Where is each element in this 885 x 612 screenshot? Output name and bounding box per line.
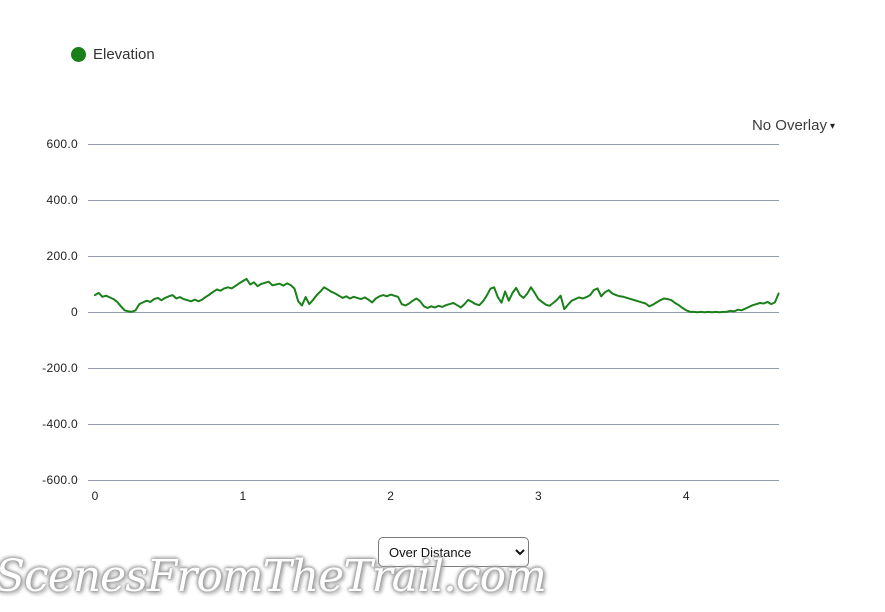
x-axis-tick-label: 4 <box>682 489 690 503</box>
legend-dot-icon <box>71 47 86 62</box>
legend-label: Elevation <box>93 46 155 63</box>
overlay-dropdown[interactable]: No Overlay ▾ <box>752 117 835 134</box>
chart-mode-select[interactable]: Over Distance <box>378 537 529 567</box>
y-axis-tick-label: 0 <box>71 304 78 319</box>
x-axis-tick-label: 1 <box>239 489 247 503</box>
caret-down-icon: ▾ <box>829 121 835 132</box>
x-axis-tick-label: 3 <box>535 489 542 503</box>
y-axis-tick-label: 600.0 <box>46 136 78 151</box>
y-axis-tick-label: 400.0 <box>46 192 78 207</box>
x-axis-tick-label: 0 <box>91 489 99 503</box>
overlay-dropdown-label: No Overlay <box>751 117 827 134</box>
y-axis-tick-label: 200.0 <box>46 248 78 263</box>
x-axis-tick-label: 2 <box>387 489 394 503</box>
elevation-line <box>94 277 780 314</box>
y-axis-tick-label: -600.0 <box>42 472 78 487</box>
y-axis-tick-label: -200.0 <box>42 360 78 375</box>
elevation-chart-plot-area[interactable] <box>88 130 785 502</box>
y-axis-tick-label: -400.0 <box>42 416 78 431</box>
legend-item-elevation[interactable]: Elevation <box>71 46 155 63</box>
watermark: ScenesFromTheTrail.com <box>0 551 547 602</box>
